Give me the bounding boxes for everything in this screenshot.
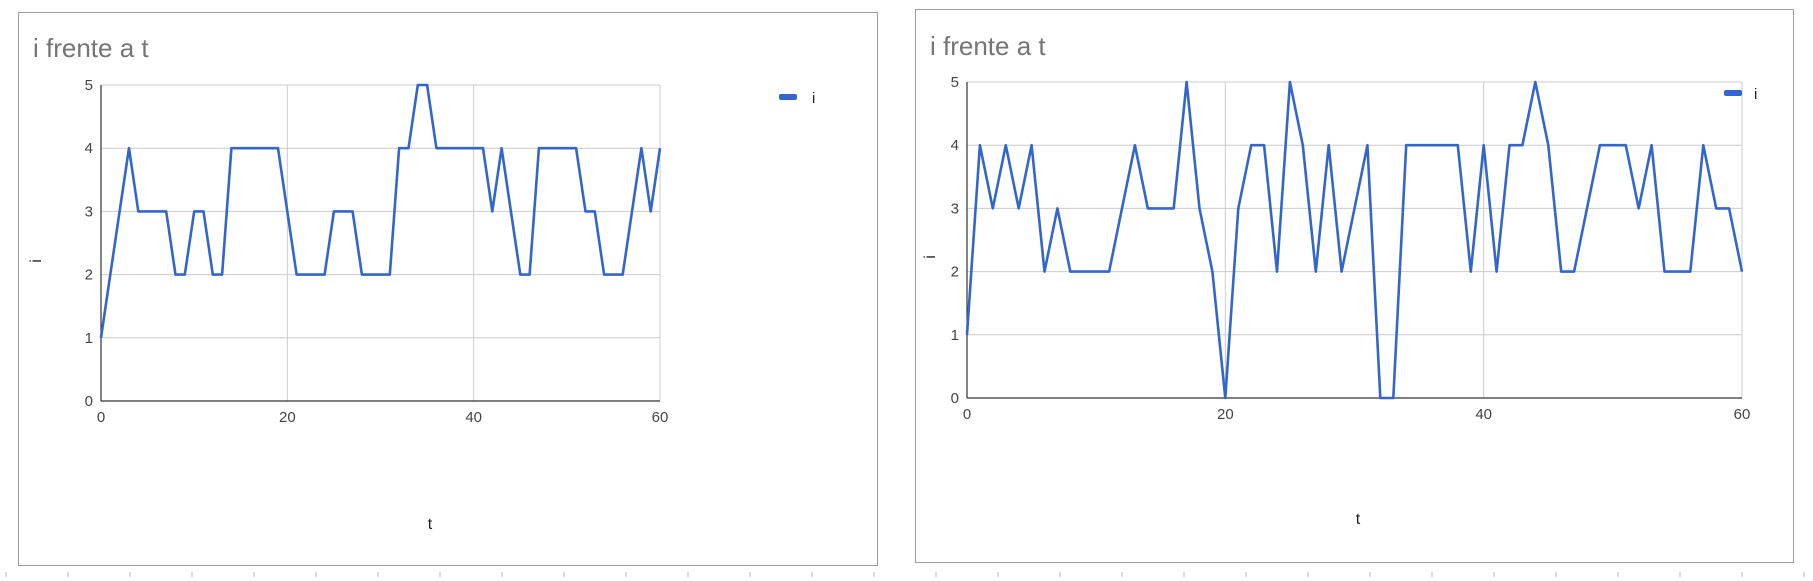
x-tick-label: 40 (1475, 406, 1492, 423)
x-axis-label: t (428, 516, 433, 533)
series-layer (965, 80, 1744, 400)
x-tick-label: 40 (465, 409, 482, 426)
series-line-i (965, 80, 1744, 400)
y-tick-label: 2 (951, 264, 959, 281)
legend-label: i (1754, 86, 1757, 103)
chart-title: i frente a t (930, 31, 1046, 61)
y-tick-label: 1 (951, 327, 959, 344)
x-tick-label: 20 (279, 409, 296, 426)
y-tick-label: 3 (951, 200, 959, 217)
line-chart-right: i frente a t 0 1 2 3 4 5 0 20 40 60 t i i (922, 31, 1757, 528)
y-tick-label: 1 (85, 330, 93, 347)
x-tick-label: 60 (652, 409, 669, 426)
y-tick-label: 5 (951, 74, 959, 91)
series-line-i (99, 83, 662, 338)
chart-panel-right: i frente a t 0 1 2 3 4 5 0 20 40 60 t i i (915, 9, 1794, 563)
legend-label: i (812, 90, 815, 107)
x-tick-label: 20 (1217, 406, 1234, 423)
ticks-layer: 0 1 2 3 4 5 0 20 40 60 (951, 74, 1751, 423)
legend-swatch (1724, 90, 1742, 96)
y-tick-label: 4 (951, 137, 959, 154)
axes-layer (100, 85, 660, 402)
grid-layer (101, 84, 661, 401)
y-tick-label: 0 (951, 390, 959, 407)
chart-title: i frente a t (33, 33, 149, 63)
y-tick-label: 4 (85, 140, 93, 157)
legend[interactable]: i (779, 90, 815, 107)
axes-layer (966, 82, 1742, 399)
series-layer (99, 83, 662, 338)
x-axis-label: t (1356, 511, 1361, 528)
chart-panel-left: i frente a t 0 1 2 3 4 5 0 20 40 60 t i i (18, 12, 878, 566)
grid-layer (967, 81, 1743, 398)
y-axis-label: i (922, 255, 939, 259)
x-tick-label: 60 (1734, 406, 1751, 423)
x-tick-label: 0 (963, 406, 971, 423)
y-axis-label: i (28, 259, 45, 263)
x-tick-label: 0 (97, 409, 105, 426)
legend[interactable]: i (1724, 86, 1757, 103)
y-tick-label: 5 (85, 77, 93, 94)
legend-swatch (779, 94, 797, 100)
y-tick-label: 2 (85, 267, 93, 284)
bottom-ruler (5, 572, 1805, 577)
y-tick-label: 0 (85, 393, 93, 410)
line-chart-left: i frente a t 0 1 2 3 4 5 0 20 40 60 t i i (28, 33, 815, 533)
y-tick-label: 3 (85, 203, 93, 220)
ticks-layer: 0 1 2 3 4 5 0 20 40 60 (85, 77, 669, 426)
